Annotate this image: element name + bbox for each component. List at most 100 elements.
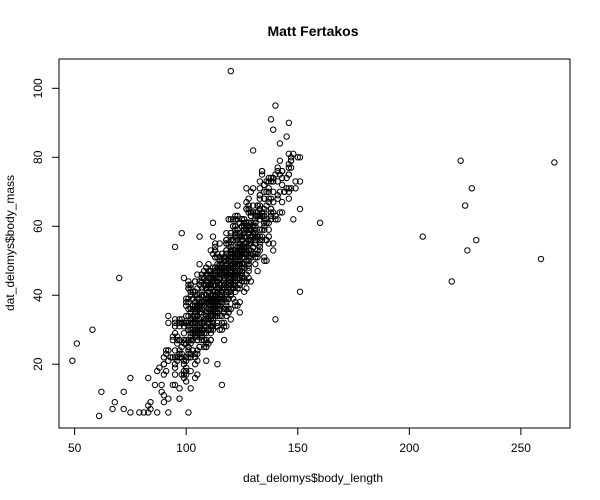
scatter-point bbox=[234, 216, 241, 223]
scatter-point bbox=[169, 333, 177, 340]
scatter-point bbox=[198, 336, 206, 344]
scatter-point bbox=[196, 343, 203, 351]
scatter-point bbox=[220, 254, 228, 261]
scatter-point bbox=[267, 216, 275, 223]
scatter-point bbox=[258, 226, 266, 233]
scatter-point bbox=[216, 267, 223, 275]
scatter-point bbox=[292, 178, 299, 185]
scatter-point bbox=[196, 302, 203, 309]
scatter-point bbox=[220, 271, 228, 278]
scatter-point bbox=[249, 147, 257, 154]
scatter-point bbox=[276, 140, 284, 147]
scatter-point bbox=[165, 409, 172, 416]
scatter-point bbox=[189, 347, 197, 354]
scatter-point bbox=[153, 367, 161, 375]
scatter-point bbox=[109, 405, 116, 413]
y-tick-label: 60 bbox=[31, 219, 45, 233]
scatter-point bbox=[185, 343, 192, 351]
scatter-point bbox=[214, 274, 221, 282]
scatter-point bbox=[294, 154, 301, 161]
scatter-point bbox=[261, 212, 268, 220]
scatter-point bbox=[419, 233, 426, 240]
scatter-point bbox=[194, 271, 201, 278]
scatter-point bbox=[191, 278, 199, 285]
scatter-point bbox=[241, 264, 248, 271]
scatter-point bbox=[252, 223, 259, 230]
scatter-point bbox=[187, 333, 194, 340]
scatter-point bbox=[225, 295, 232, 302]
scatter-point bbox=[216, 302, 223, 309]
scatter-point bbox=[194, 336, 201, 344]
scatter-point bbox=[158, 381, 165, 389]
scatter-point bbox=[216, 274, 223, 282]
scatter-point bbox=[160, 371, 168, 378]
scatter-point bbox=[218, 319, 226, 327]
scatter-point bbox=[234, 233, 241, 240]
scatter-point bbox=[187, 367, 194, 375]
scatter-point bbox=[194, 371, 201, 378]
scatter-point bbox=[207, 295, 214, 302]
scatter-point bbox=[229, 247, 237, 254]
scatter-point bbox=[205, 319, 212, 327]
scatter-point bbox=[261, 257, 268, 264]
scatter-point bbox=[171, 364, 179, 371]
scatter-point bbox=[265, 240, 272, 247]
y-axis: 20 40 60 80 100 bbox=[31, 78, 60, 371]
scatter-point bbox=[258, 171, 266, 178]
scatter-point bbox=[265, 188, 272, 195]
scatter-point bbox=[234, 240, 241, 247]
y-tick-label: 80 bbox=[31, 150, 45, 164]
scatter-point bbox=[263, 202, 270, 209]
scatter-point bbox=[234, 202, 241, 209]
scatter-point bbox=[258, 167, 266, 175]
scatter-point bbox=[256, 247, 264, 254]
plot-frame bbox=[58, 58, 571, 429]
scatter-point bbox=[249, 202, 257, 209]
scatter-point bbox=[200, 336, 208, 344]
scatter-point bbox=[182, 312, 190, 320]
scatter-point bbox=[189, 288, 197, 295]
scatter-point bbox=[174, 357, 181, 364]
scatter-point bbox=[256, 212, 264, 220]
scatter-point bbox=[256, 195, 264, 202]
scatter-point bbox=[261, 188, 268, 195]
scatter-point bbox=[287, 164, 295, 171]
y-tick-label: 20 bbox=[31, 357, 45, 371]
scatter-point bbox=[278, 174, 286, 182]
scatter-point bbox=[261, 254, 268, 261]
scatter-point bbox=[473, 236, 480, 244]
scatter-point bbox=[296, 288, 304, 295]
scatter-point bbox=[270, 188, 277, 195]
scatter-point bbox=[198, 309, 206, 316]
scatter-point bbox=[256, 192, 264, 199]
scatter-point bbox=[220, 309, 228, 316]
scatter-point bbox=[278, 198, 286, 206]
scatter-point bbox=[191, 302, 199, 309]
scatter-point bbox=[261, 226, 268, 233]
scatter-point bbox=[223, 236, 230, 244]
scatter-point bbox=[229, 216, 237, 223]
scatter-point bbox=[169, 354, 177, 361]
scatter-point bbox=[296, 205, 304, 213]
scatter-point bbox=[145, 374, 152, 382]
scatter-point bbox=[194, 312, 201, 320]
scatter-point bbox=[220, 336, 228, 344]
scatter-point bbox=[238, 233, 246, 240]
scatter-point bbox=[227, 288, 235, 295]
scatter-point bbox=[180, 323, 188, 330]
scatter-point bbox=[127, 409, 134, 416]
scatter-point bbox=[243, 278, 250, 285]
scatter-point bbox=[191, 288, 199, 295]
scatter-point bbox=[182, 336, 190, 344]
scatter-point bbox=[316, 219, 324, 227]
scatter-point bbox=[180, 329, 188, 337]
scatter-point bbox=[169, 336, 177, 344]
scatter-point bbox=[276, 157, 284, 164]
scatter-point bbox=[176, 323, 183, 330]
scatter-point bbox=[292, 185, 299, 192]
scatter-point bbox=[187, 354, 194, 361]
scatter-point bbox=[187, 305, 194, 313]
scatter-point bbox=[236, 298, 243, 306]
scatter-point bbox=[290, 216, 297, 223]
